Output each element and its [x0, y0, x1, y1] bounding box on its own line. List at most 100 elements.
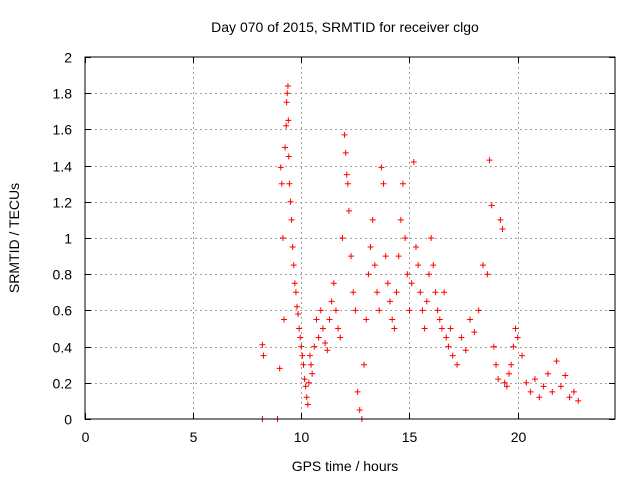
data-point [393, 289, 400, 296]
data-point [499, 225, 506, 232]
data-point [512, 325, 519, 332]
x-tick-label: 15 [402, 429, 418, 445]
data-point [282, 144, 289, 151]
data-point [285, 117, 292, 124]
data-point [343, 171, 350, 178]
data-point [415, 262, 422, 269]
data-point [345, 207, 352, 214]
data-point [354, 388, 361, 395]
data-point [484, 271, 491, 278]
data-point [281, 316, 288, 323]
tick-labels: 0 5 10 15 20 0 0.2 0.4 0.6 0.8 1 1.2 1.4 1.6 1.8 2 [53, 50, 527, 446]
y-tick-label: 2 [64, 50, 72, 66]
data-point [374, 289, 381, 296]
data-point [389, 316, 396, 323]
data-point [495, 376, 502, 383]
data-point [326, 316, 333, 323]
data-point [341, 131, 348, 138]
data-point [419, 307, 426, 314]
data-point [454, 361, 461, 368]
data-point [428, 235, 435, 241]
axis-ticks [85, 57, 615, 420]
data-point [544, 370, 551, 377]
data-point [391, 325, 398, 332]
data-point [378, 164, 385, 171]
data-point [404, 271, 411, 278]
data-point [289, 244, 296, 251]
data-point [510, 343, 517, 350]
data-point [570, 388, 577, 395]
data-point [480, 262, 487, 269]
data-point [259, 341, 266, 348]
y-tick-label: 1.8 [53, 86, 73, 102]
data-point [297, 334, 304, 341]
data-point [506, 370, 512, 377]
data-point [553, 358, 560, 365]
data-point [313, 316, 320, 323]
data-point [493, 361, 500, 368]
data-point [400, 180, 406, 187]
y-tick-label: 1.6 [53, 122, 73, 138]
data-point [298, 343, 305, 350]
data-point [432, 289, 439, 296]
data-point [337, 334, 344, 341]
data-point [410, 158, 417, 165]
data-point [332, 307, 339, 314]
y-tick-label: 0.6 [53, 303, 73, 319]
data-point [438, 325, 445, 332]
data-point [376, 307, 383, 314]
data-point [317, 307, 324, 314]
data-point [287, 198, 294, 205]
data-point [508, 361, 515, 368]
data-point [308, 361, 315, 368]
data-point [342, 149, 349, 156]
data-point [290, 262, 297, 269]
data-point [315, 334, 322, 341]
x-tick-label: 5 [190, 429, 198, 445]
data-point [486, 157, 493, 164]
data-point [301, 376, 308, 383]
data-point [514, 334, 521, 341]
data-point [434, 307, 441, 314]
data-point [367, 244, 374, 251]
data-point [300, 361, 307, 368]
data-point [475, 307, 482, 314]
data-point [436, 316, 443, 323]
y-tick-label: 0.8 [53, 267, 73, 283]
data-point [384, 280, 391, 287]
data-point [471, 329, 478, 336]
x-tick-label: 20 [511, 429, 527, 445]
data-point [549, 388, 556, 395]
data-point [421, 325, 428, 332]
data-point [294, 303, 300, 310]
data-point [260, 352, 267, 359]
data-point [430, 262, 437, 269]
y-tick-label: 0 [64, 412, 72, 428]
data-point [518, 352, 525, 359]
chart-title: Day 070 of 2015, SRMTID for receiver clg… [211, 19, 479, 35]
data-point [566, 394, 573, 401]
data-point [330, 280, 337, 287]
x-tick-label: 10 [294, 429, 310, 445]
x-tick-label: 0 [82, 429, 90, 445]
data-point [441, 289, 448, 296]
data-point [365, 271, 372, 278]
data-point [311, 343, 318, 350]
y-axis-label: SRMTID / TECUs [6, 183, 22, 293]
data-point [296, 325, 303, 332]
data-point [540, 383, 547, 390]
data-point [303, 394, 310, 401]
data-point [299, 352, 306, 359]
data-point [304, 401, 311, 408]
y-tick-label: 0.4 [53, 340, 73, 356]
data-point [292, 289, 299, 296]
data-point [371, 262, 378, 269]
data-point [425, 271, 432, 278]
data-point [523, 379, 530, 386]
data-point [382, 253, 389, 260]
data-point [328, 298, 335, 305]
data-point [443, 334, 450, 341]
y-tick-label: 1 [64, 231, 72, 247]
data-point [406, 307, 413, 314]
data-point [339, 235, 346, 241]
